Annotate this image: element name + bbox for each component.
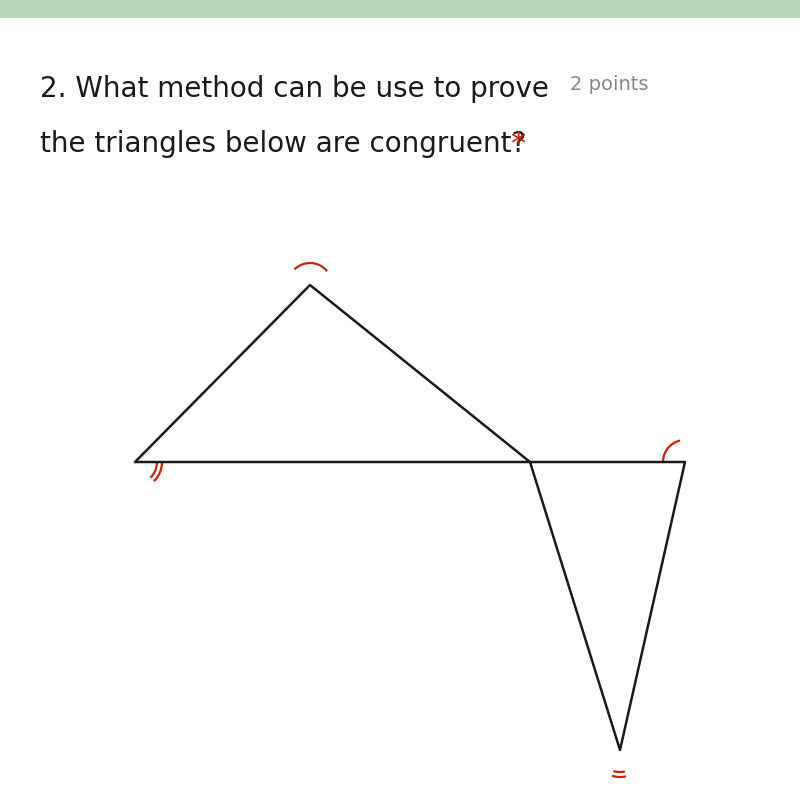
- Text: *: *: [510, 130, 526, 159]
- Text: the triangles below are congruent?: the triangles below are congruent?: [40, 130, 526, 158]
- Text: 2 points: 2 points: [570, 75, 649, 94]
- Bar: [0, 0, 800, 18]
- Text: 2. What method can be use to prove: 2. What method can be use to prove: [40, 75, 549, 103]
